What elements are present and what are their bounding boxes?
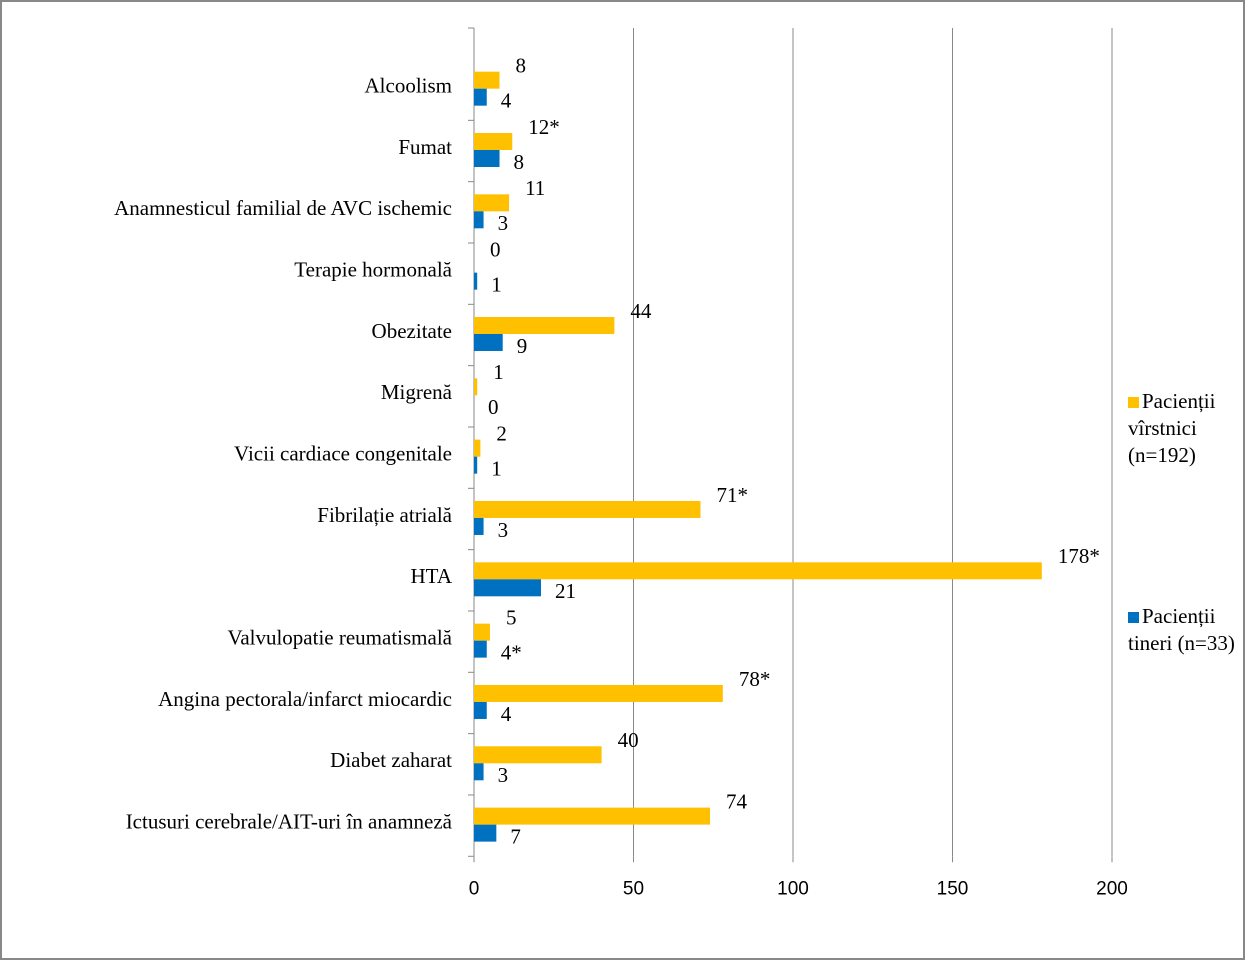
- y-tick-label: Terapie hormonală: [294, 257, 452, 281]
- bar: [474, 378, 478, 396]
- data-label: 71*: [716, 483, 748, 507]
- x-tick-label: 0: [469, 878, 480, 899]
- bar: [474, 149, 500, 167]
- x-tick-label: 100: [777, 878, 809, 899]
- data-label: 3: [498, 763, 509, 787]
- bar: [474, 807, 711, 825]
- bar: [474, 272, 478, 290]
- data-label: 4: [501, 702, 512, 726]
- bar: [474, 684, 723, 702]
- bar: [474, 316, 615, 334]
- x-tick-label: 150: [937, 878, 969, 899]
- legend-label: Pacienții tineri (n=33): [1128, 604, 1235, 655]
- y-tick-label: Diabet zaharat: [330, 748, 452, 772]
- legend-item: Pacienții vîrstnici (n=192): [1128, 388, 1243, 469]
- legend-swatch: [1128, 612, 1139, 623]
- y-tick-label: Obezitate: [372, 319, 452, 343]
- y-tick-label: Migrenă: [381, 380, 453, 404]
- data-label: 4: [501, 88, 512, 112]
- y-tick-label: Anamnesticul familial de AVC ischemic: [114, 196, 452, 220]
- data-label: 0: [490, 237, 501, 261]
- bar: [474, 562, 1042, 580]
- data-label: 78*: [739, 667, 771, 691]
- data-label: 5: [506, 605, 517, 629]
- bar: [474, 456, 478, 474]
- y-tick-label: Fibrilație atrială: [317, 503, 452, 527]
- data-label: 4*: [501, 640, 522, 664]
- legend-label: Pacienții vîrstnici (n=192): [1128, 389, 1216, 467]
- bar: [474, 333, 503, 351]
- data-label: 11: [525, 176, 545, 200]
- bar: [474, 439, 481, 457]
- bar: [474, 211, 484, 229]
- legend-item: Pacienții tineri (n=33): [1128, 603, 1243, 657]
- data-label: 44: [630, 299, 652, 323]
- data-label: 7: [510, 824, 520, 848]
- data-label: 1: [491, 272, 502, 296]
- bar: [474, 194, 510, 212]
- legend-swatch: [1128, 397, 1139, 408]
- data-label: 9: [517, 334, 528, 358]
- bar: [474, 763, 484, 781]
- data-label: 1: [493, 360, 504, 384]
- data-label: 8: [514, 150, 525, 174]
- data-label: 21: [555, 579, 576, 603]
- data-label: 40: [618, 728, 639, 752]
- bar: [474, 623, 490, 641]
- data-label: 178*: [1058, 544, 1100, 568]
- y-tick-label: Vicii cardiace congenitale: [234, 441, 452, 465]
- bar: [474, 71, 500, 89]
- bar: [474, 824, 497, 842]
- y-tick-label: HTA: [411, 564, 453, 588]
- bar: [474, 701, 487, 719]
- data-label: 0: [488, 395, 499, 419]
- data-label: 1: [491, 456, 502, 480]
- y-tick-label: Angina pectorala/infarct miocardic: [158, 687, 452, 711]
- data-label: 3: [498, 211, 509, 235]
- bar: [474, 132, 513, 150]
- bar: [474, 579, 541, 597]
- data-label: 8: [516, 53, 527, 77]
- y-tick-label: Valvulopatie reumatismală: [227, 625, 452, 649]
- y-tick-label: Ictusuri cerebrale/AIT-uri în anamneză: [126, 809, 453, 833]
- bar: [474, 517, 484, 535]
- bar: [474, 500, 701, 518]
- data-label: 74: [726, 789, 748, 813]
- x-tick-label: 50: [623, 878, 644, 899]
- data-label: 2: [496, 421, 507, 445]
- data-label: 12*: [528, 115, 560, 139]
- x-tick-label: 200: [1096, 878, 1128, 899]
- data-label: 3: [498, 518, 509, 542]
- bar: [474, 640, 487, 658]
- bar: [474, 88, 487, 106]
- bar: [474, 746, 602, 764]
- y-tick-label: Fumat: [398, 135, 452, 159]
- y-tick-label: Alcoolism: [365, 73, 453, 97]
